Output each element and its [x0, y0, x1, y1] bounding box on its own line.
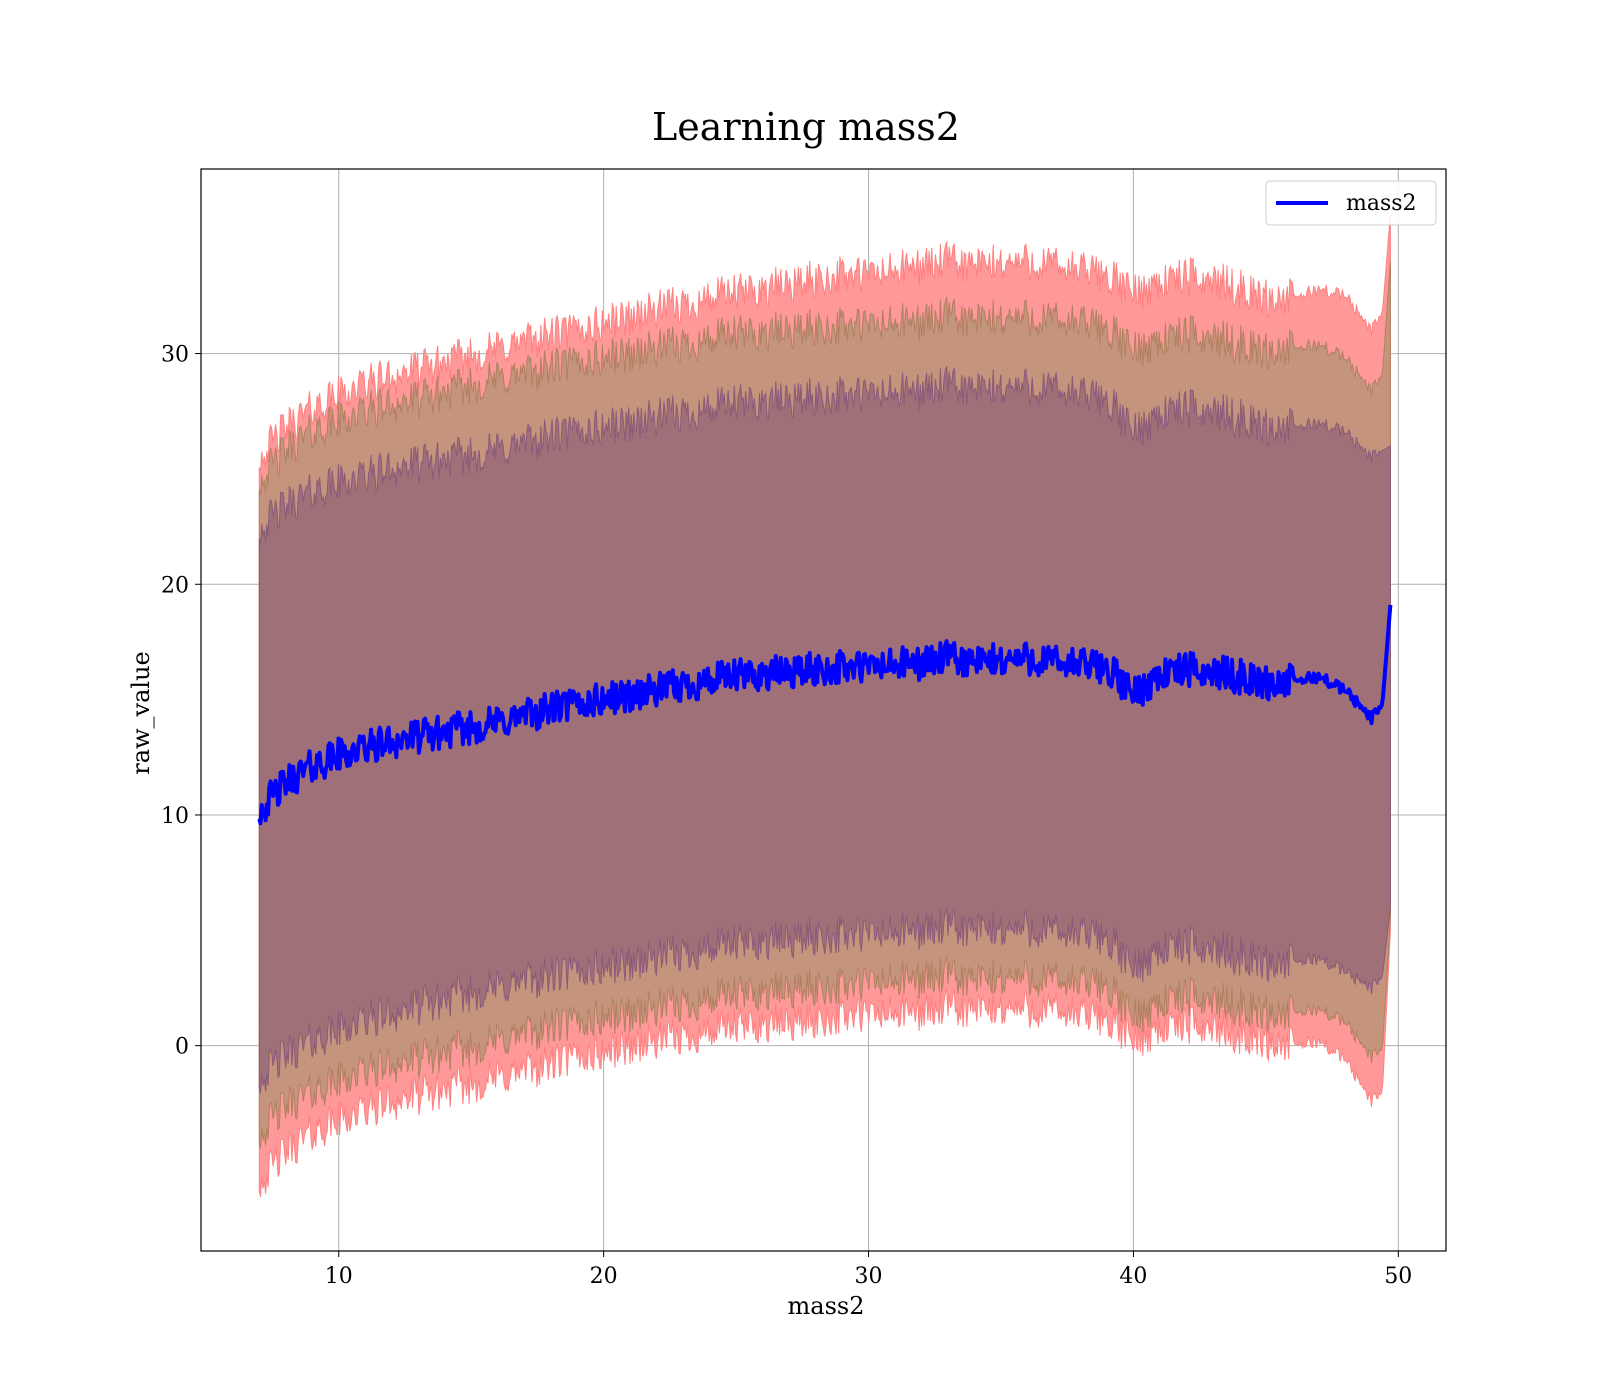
plot-frame: [200, 168, 1447, 1252]
series-lines: [257, 604, 1393, 826]
legend-box: [1265, 180, 1437, 226]
legend: mass2: [1265, 180, 1437, 226]
legend-label: mass2: [1346, 191, 1417, 216]
chart-title: Learning mass2: [652, 105, 960, 149]
x-axis-ticks: 10 20 30 40 50: [325, 1251, 1412, 1289]
y-tick-label: 10: [161, 804, 189, 829]
x-tick-label: 40: [1119, 1264, 1147, 1289]
x-tick-label: 20: [590, 1264, 618, 1289]
confidence-bands: [258, 214, 1391, 1197]
x-tick-label: 30: [855, 1264, 883, 1289]
series-line-mass2: [257, 604, 1393, 826]
y-tick-label: 30: [161, 343, 189, 368]
x-tick-label: 50: [1384, 1264, 1412, 1289]
y-axis-ticks: 0 10 20 30: [161, 343, 201, 1060]
x-axis-label: mass2: [788, 1292, 865, 1320]
confidence-band-3: [258, 366, 1391, 1094]
plot-area: [200, 168, 1447, 1252]
y-tick-label: 0: [175, 1035, 189, 1060]
x-tick-label: 10: [325, 1264, 353, 1289]
y-axis-label: raw_value: [127, 651, 155, 775]
y-tick-label: 20: [161, 573, 189, 598]
